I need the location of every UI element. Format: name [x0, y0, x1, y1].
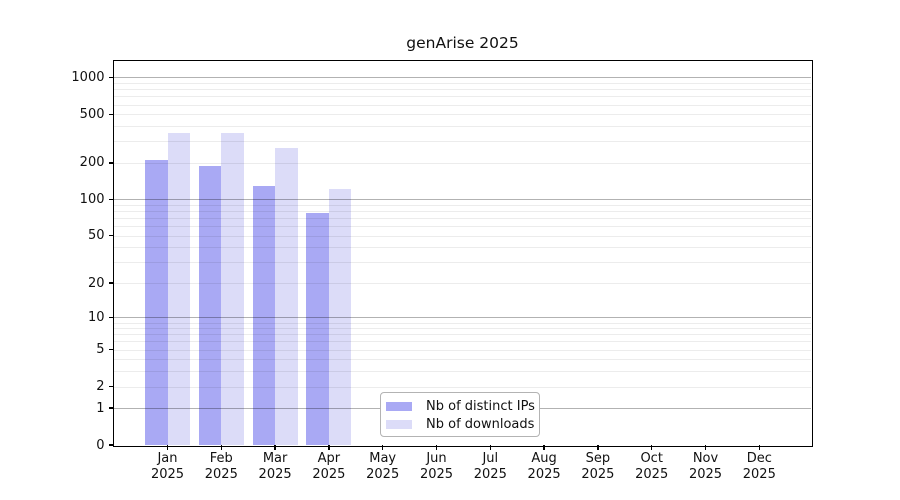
grid-line-9 [114, 322, 811, 324]
x-tick-label-dec: Dec 2025 [742, 451, 776, 482]
grid-line-2 [114, 386, 811, 388]
x-tick-sep [597, 445, 599, 450]
x-tick-jan [166, 445, 169, 450]
grid-line-100 [114, 199, 811, 201]
y-tick-label-200: 200 [79, 155, 105, 171]
grid-line-4 [114, 359, 811, 361]
y-tick-20 [108, 282, 113, 284]
y-tick-1000 [108, 76, 113, 79]
grid-line-500 [114, 114, 811, 116]
x-tick-label-mar: Mar 2025 [258, 451, 292, 482]
grid-line-400 [114, 126, 811, 128]
x-tick-may [382, 445, 384, 450]
grid-line-900 [114, 83, 811, 85]
bar-downloads-apr [328, 188, 352, 445]
bars-layer [114, 61, 811, 445]
x-tick-label-jul: Jul 2025 [473, 451, 507, 482]
y-tick-500 [108, 113, 113, 115]
y-tick-5 [108, 349, 113, 351]
x-tick-label-feb: Feb 2025 [204, 451, 238, 482]
grid-line-40 [114, 247, 811, 249]
downloads-swatch [386, 419, 412, 429]
x-tick-label-jun: Jun 2025 [419, 451, 454, 482]
x-tick-nov [704, 445, 707, 450]
x-tick-dec [758, 445, 760, 450]
x-tick-jul [489, 445, 491, 450]
y-tick-label-500: 500 [79, 106, 105, 122]
chart-title: genArise 2025 [406, 34, 519, 52]
x-tick-label-apr: Apr 2025 [312, 451, 346, 482]
y-tick-label-1000: 1000 [71, 69, 105, 85]
bar-downloads-feb [221, 133, 244, 445]
bar-downloads-mar [275, 147, 298, 445]
x-tick-label-may: May 2025 [366, 451, 400, 482]
grid-line-3 [114, 371, 811, 373]
x-tick-label-oct: Oct 2025 [635, 451, 669, 482]
grid-line-8 [114, 328, 811, 330]
legend: Nb of distinct IPs Nb of downloads [380, 392, 540, 437]
x-tick-aug [543, 445, 545, 450]
x-tick-feb [220, 445, 222, 450]
y-tick-50 [108, 235, 113, 237]
y-tick-2 [108, 385, 113, 388]
y-tick-label-50: 50 [87, 228, 105, 244]
grid-line-80 [114, 211, 811, 213]
grid-line-800 [114, 89, 811, 91]
y-tick-label-0: 0 [96, 437, 105, 453]
grid-line-50 [114, 235, 811, 237]
grid-line-5 [114, 349, 811, 351]
y-tick-200 [108, 162, 113, 164]
x-tick-apr [328, 445, 330, 450]
bar-downloads-jan [167, 133, 190, 445]
y-tick-label-10: 10 [87, 309, 105, 325]
grid-layer [114, 61, 811, 445]
y-tick-10 [108, 316, 113, 319]
x-tick-label-jan: Jan 2025 [150, 451, 185, 482]
grid-line-7 [114, 334, 811, 336]
legend-label-downloads: Nb of downloads [426, 416, 535, 432]
legend-row-distinct-ips: Nb of distinct IPs [386, 397, 535, 415]
grid-line-6 [114, 341, 811, 343]
y-tick-label-20: 20 [87, 275, 105, 291]
x-tick-label-nov: Nov 2025 [688, 451, 723, 482]
y-tick-label-5: 5 [96, 342, 105, 358]
grid-line-10 [114, 317, 811, 319]
grid-line-700 [114, 96, 811, 98]
bar-ips-feb [198, 165, 222, 445]
bar-ips-jan [145, 160, 168, 445]
y-tick-label-2: 2 [96, 379, 105, 395]
grid-line-600 [114, 104, 811, 106]
bar-ips-mar [252, 185, 276, 445]
distinct-ips-swatch [386, 401, 412, 411]
bar-ips-apr [306, 213, 329, 445]
grid-line-1000 [114, 77, 811, 79]
x-tick-label-sep: Sep 2025 [581, 451, 615, 482]
y-tick-1 [108, 407, 113, 409]
grid-line-20 [114, 283, 811, 285]
grid-line-70 [114, 218, 811, 220]
grid-line-30 [114, 262, 811, 264]
x-tick-label-aug: Aug 2025 [527, 451, 561, 482]
y-tick-100 [108, 198, 113, 201]
grid-line-90 [114, 205, 811, 207]
x-tick-mar [274, 445, 276, 450]
y-tick-label-1: 1 [96, 400, 105, 416]
x-tick-jun [435, 445, 438, 450]
grid-line-60 [114, 226, 811, 228]
x-tick-oct [651, 445, 653, 450]
legend-label-distinct-ips: Nb of distinct IPs [426, 398, 535, 414]
legend-row-downloads: Nb of downloads [386, 415, 535, 433]
grid-line-200 [114, 162, 811, 164]
grid-line-300 [114, 141, 811, 143]
y-tick-label-100: 100 [79, 191, 105, 207]
y-tick-0 [108, 444, 113, 446]
